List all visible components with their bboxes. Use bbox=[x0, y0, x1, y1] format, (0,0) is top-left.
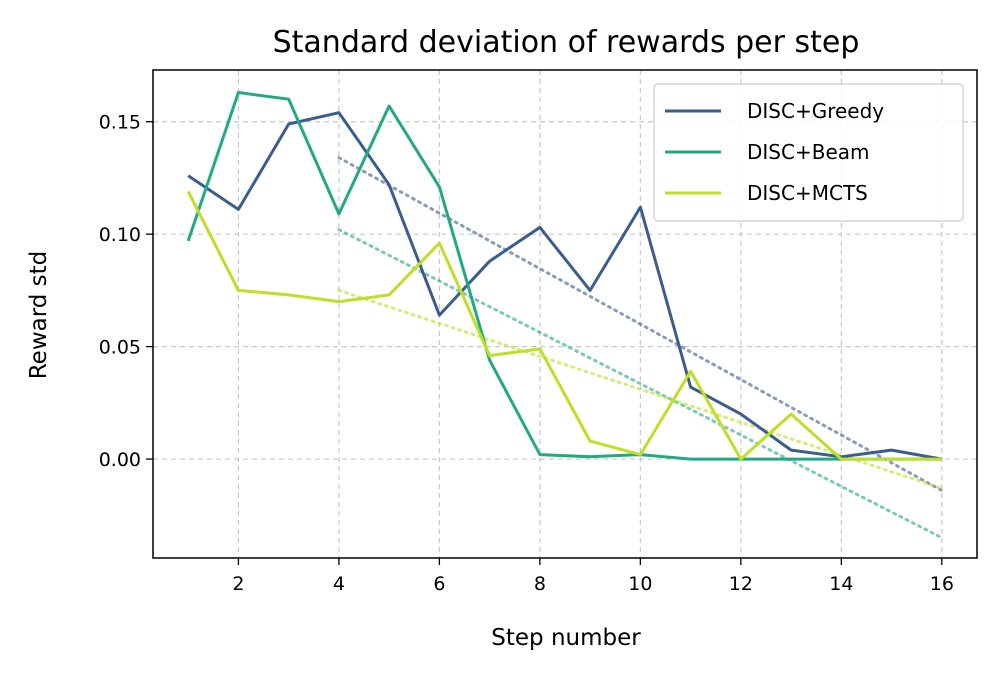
series-line-disc-greedy bbox=[187, 111, 943, 461]
x-tick-label: 2 bbox=[232, 573, 244, 595]
x-tick-label: 8 bbox=[534, 573, 546, 595]
series-line-disc-beam bbox=[186, 91, 942, 461]
x-tick-label: 6 bbox=[433, 573, 445, 595]
series-lines bbox=[186, 91, 943, 461]
x-axis-label: Step number bbox=[491, 625, 641, 651]
trend-line-disc-greedy bbox=[337, 156, 944, 493]
x-tick-label: 12 bbox=[729, 573, 753, 595]
legend-label-disc-greedy: DISC+Greedy bbox=[747, 99, 884, 123]
x-tick-label: 14 bbox=[829, 573, 853, 595]
y-tick-label: 0.05 bbox=[99, 337, 141, 359]
legend-label-disc-beam: DISC+Beam bbox=[747, 140, 869, 164]
series-line-disc-mcts bbox=[186, 190, 942, 461]
legend: DISC+Greedy DISC+Beam DISC+MCTS bbox=[653, 83, 964, 222]
x-axis-ticks: 2 4 6 8 10 12 14 16 bbox=[232, 558, 954, 595]
trend-line-disc-beam bbox=[337, 228, 944, 540]
x-tick-label: 4 bbox=[333, 573, 345, 595]
y-axis-label: Reward std bbox=[26, 251, 52, 380]
y-tick-label: 0.00 bbox=[99, 449, 141, 471]
y-tick-label: 0.15 bbox=[99, 112, 141, 134]
chart-title: Standard deviation of rewards per step bbox=[273, 25, 860, 60]
x-tick-label: 16 bbox=[930, 573, 954, 595]
trend-lines bbox=[337, 156, 944, 540]
trend-line-disc-mcts bbox=[337, 288, 944, 490]
legend-label-disc-mcts: DISC+MCTS bbox=[747, 181, 868, 205]
legend-box bbox=[653, 83, 964, 222]
y-axis-ticks: 0.00 0.05 0.10 0.15 bbox=[99, 112, 153, 471]
plot-frame bbox=[152, 69, 978, 559]
y-tick-label: 0.10 bbox=[99, 224, 141, 246]
x-tick-label: 10 bbox=[628, 573, 652, 595]
